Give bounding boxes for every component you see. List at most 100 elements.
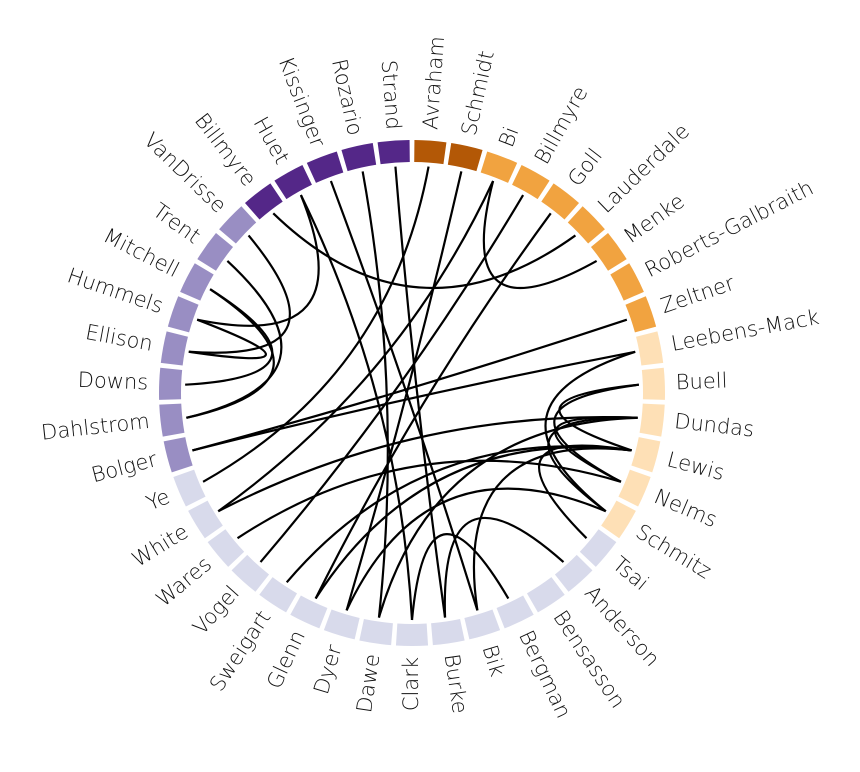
node-label: Vogel	[188, 581, 244, 639]
node-label: Hummels	[64, 263, 166, 318]
chord-bi-menke	[482, 180, 598, 290]
node-arc-tsai	[579, 529, 617, 567]
node-arc-dundas	[639, 403, 665, 437]
chord-wares-nelms	[236, 459, 622, 540]
node-label: Dundas	[673, 409, 755, 442]
node-arc-strand	[377, 140, 410, 165]
chord-dundas-schmitz	[547, 416, 638, 513]
node-label: Dawe	[352, 652, 384, 714]
node-label: Tsai	[608, 552, 653, 595]
node-arc-menke	[590, 233, 627, 271]
node-arc-huet	[274, 164, 312, 200]
node-arc-schmitz	[601, 500, 636, 539]
node-label: Lewis	[665, 447, 727, 485]
chord-leebens-mack-schmitz	[544, 350, 636, 513]
node-label: Bik	[478, 642, 510, 679]
node-arc-zeltner	[625, 296, 657, 333]
chord-hummels-ellison	[188, 318, 267, 360]
node-arc-vandrisse	[219, 206, 257, 244]
node-arc-dahlstrom	[159, 403, 185, 437]
chord-rozario-dawe	[361, 171, 389, 618]
chord-avraham-ye	[202, 166, 430, 483]
node-label: Glenn	[262, 627, 310, 693]
node-arc-dawe	[359, 618, 393, 646]
chord-glenn-lewis	[314, 446, 632, 600]
node-label: Bi	[494, 123, 523, 150]
node-label: Ye	[143, 484, 174, 515]
node-arc-buell	[641, 367, 665, 400]
node-arc-rozario	[341, 143, 377, 172]
chord-huet-clark	[299, 194, 414, 621]
node-arc-ellison	[160, 331, 188, 366]
node-arc-hummels	[167, 296, 199, 333]
node-arc-clark	[395, 623, 429, 647]
node-label: Burke	[440, 652, 472, 715]
node-arc-anderson	[554, 554, 593, 592]
node-arc-kissinger	[306, 151, 344, 183]
node-label: Dahlstrom	[40, 409, 151, 445]
node-label: Goll	[563, 144, 607, 191]
node-arcs	[158, 140, 665, 647]
node-arc-schmidt	[447, 143, 483, 172]
chord-billmyre-lauderdale	[272, 212, 577, 290]
chord-bolger-zeltner	[192, 318, 628, 452]
node-label: Bolger	[89, 447, 160, 487]
node-arc-burke	[431, 618, 465, 646]
chord-burke-anderson	[443, 516, 565, 618]
node-arc-goll	[541, 183, 580, 220]
chord-dawe-dundas	[377, 416, 638, 618]
node-arc-ye	[173, 469, 206, 507]
chord-goll-glenn	[314, 212, 552, 600]
chord-bik-lewis	[472, 447, 632, 611]
node-label: Trent	[148, 198, 205, 248]
node-arc-glenn	[290, 595, 328, 629]
node-arc-white	[188, 500, 223, 539]
chord-white-dundas	[217, 416, 638, 513]
chord-dyer-schmitz	[345, 487, 607, 611]
node-label: Dyer	[309, 642, 347, 697]
node-arc-lewis	[631, 437, 661, 473]
chord-schmidt-dyer	[345, 171, 463, 611]
node-label: Roberts-Galbraith	[641, 176, 817, 282]
chord-bolger-leebens-mack	[192, 350, 636, 452]
node-arc-dyer	[323, 609, 360, 640]
node-arc-bolger	[163, 437, 193, 473]
chords	[185, 166, 639, 621]
node-arc-billmyre	[512, 164, 550, 200]
node-label: Ellison	[84, 320, 155, 356]
node-label: Avraham	[418, 35, 449, 130]
chord-clark-bergman	[410, 533, 510, 621]
node-label: Huet	[249, 113, 295, 169]
chord-billmyre-vogel	[259, 194, 525, 563]
chord-huet-hummels	[196, 194, 320, 327]
node-label: Leebens-Mack	[669, 305, 821, 356]
node-arc-billmyre	[244, 183, 283, 220]
node-arc-bi	[480, 151, 518, 183]
node-label: Rozario	[327, 57, 367, 138]
node-label: Schmidt	[457, 49, 499, 138]
node-arc-sweigart	[259, 577, 298, 613]
node-arc-bik	[464, 609, 501, 640]
node-label: White	[128, 519, 193, 571]
node-arc-wares	[207, 529, 245, 567]
node-label: Zeltner	[658, 271, 738, 318]
chord-kissinger-bik	[329, 180, 479, 611]
node-arc-roberts-galbraith	[610, 263, 644, 301]
node-label: Downs	[77, 368, 148, 395]
chord-bi-white	[217, 180, 495, 513]
node-arc-bensasson	[526, 577, 565, 613]
node-arc-avraham	[414, 140, 447, 165]
node-arc-bergman	[496, 595, 534, 629]
chord-vandrisse-ellison	[188, 234, 291, 354]
node-arc-nelms	[618, 469, 651, 507]
node-arc-trent	[197, 233, 234, 271]
node-arc-mitchell	[180, 263, 214, 301]
node-label: Buell	[675, 368, 727, 394]
chord-strand-burke	[394, 166, 447, 618]
node-label: Clark	[399, 657, 423, 711]
node-arc-leebens-mack	[636, 331, 664, 366]
node-arc-downs	[158, 367, 183, 400]
node-arc-vogel	[231, 554, 270, 592]
